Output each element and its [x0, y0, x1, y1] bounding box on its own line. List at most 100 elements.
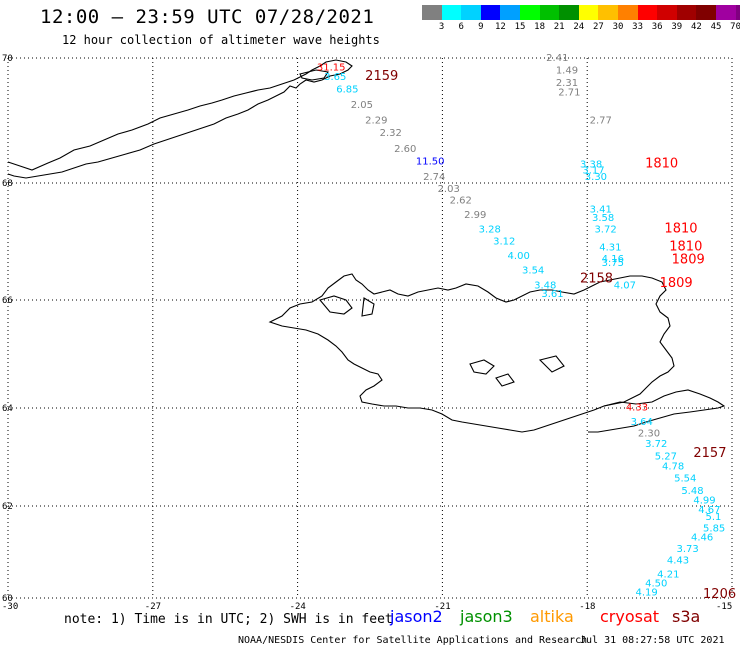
satellite-label-s3a: s3a	[672, 607, 701, 626]
scale-label: 42	[690, 22, 702, 32]
wave-height-value: 3.54	[522, 266, 544, 277]
wave-height-value: 6.85	[336, 84, 358, 95]
lon-tick-label: -24	[290, 602, 306, 612]
wave-height-value: 4.00	[508, 251, 530, 262]
wave-height-value: 5.54	[674, 474, 696, 485]
pass-time-label: 2157	[693, 446, 726, 461]
wave-height-value: 3.28	[479, 225, 501, 236]
wave-height-value: 3.73	[676, 544, 698, 555]
scale-label: 70	[730, 22, 740, 32]
pass-time-label: 2159	[365, 69, 398, 84]
wave-height-value: 3.58	[592, 213, 614, 224]
wave-height-color-scale	[422, 5, 740, 20]
observation-values: 31.153.656.852.052.292.322.6011.502.742.…	[317, 53, 725, 599]
scale-label: 30	[612, 22, 624, 32]
scale-swatch	[500, 5, 520, 20]
scale-swatch	[519, 5, 540, 20]
wave-height-value: 2.32	[380, 128, 402, 139]
wave-height-value: 5.27	[655, 451, 677, 462]
wave-height-value: 3.61	[541, 289, 563, 300]
wave-height-value: 5.85	[703, 523, 725, 534]
scale-label: 24	[573, 22, 585, 32]
wave-height-value: 2.77	[590, 116, 612, 127]
footer-note: note: 1) Time is in UTC; 2) SWH is in fe…	[64, 612, 393, 627]
scale-label: 45	[710, 22, 722, 32]
pass-time-label: 1206	[703, 587, 736, 602]
wave-height-value: 3.30	[585, 172, 607, 183]
scale-label: 6	[458, 22, 464, 32]
wave-height-value: 2.71	[558, 88, 580, 99]
wave-height-value: 3.72	[594, 225, 616, 236]
iceland-lake-1	[538, 355, 565, 373]
scale-swatch	[559, 5, 579, 20]
wave-height-value: 4.50	[645, 579, 667, 590]
iceland-lake-2	[495, 373, 515, 387]
scale-label: 9	[478, 22, 484, 32]
scale-swatch	[617, 5, 638, 20]
lon-tick-label: -30	[2, 602, 18, 612]
wave-height-value: 2.29	[365, 116, 387, 127]
wave-height-value: 2.05	[351, 100, 373, 111]
scale-swatch	[461, 5, 481, 20]
lon-tick-label: -15	[716, 602, 732, 612]
lat-tick-label: 60	[2, 594, 13, 604]
pass-time-label: 2158	[580, 271, 613, 286]
wave-height-value: 2.31	[556, 78, 578, 89]
satellite-label-jason3: jason3	[460, 607, 513, 626]
axis-tick-labels: 70 68 66 64 62 60-30 -27 -24 -21 -18 -15	[2, 54, 732, 612]
pass-time-label: 1810	[645, 156, 678, 171]
satellite-label-altika: altika	[530, 607, 574, 626]
timestamp-text: Jul 31 08:27:58 UTC 2021	[580, 635, 725, 646]
lon-tick-label: -21	[434, 602, 450, 612]
credit-text: NOAA/NESDIS Center for Satellite Applica…	[238, 635, 588, 646]
lat-tick-label: 62	[2, 502, 13, 512]
scale-label: 33	[632, 22, 644, 32]
lat-tick-label: 68	[2, 179, 13, 189]
pass-time-label: 1809	[660, 276, 693, 291]
pass-time-label: 1810	[664, 222, 697, 237]
pass-time-label: 1809	[672, 253, 705, 268]
wave-height-value: 2.74	[423, 172, 445, 183]
wave-height-value: 3.65	[324, 72, 346, 83]
wave-height-value: 5.1	[705, 512, 721, 523]
wave-height-value: 2.30	[638, 428, 660, 439]
wave-height-value: 3.48	[534, 280, 556, 291]
scale-label: 3	[438, 22, 445, 32]
scale-swatch	[422, 5, 442, 20]
scale-label: 15	[514, 22, 526, 32]
lon-tick-label: -27	[145, 602, 161, 612]
wave-height-value: 3.75	[602, 258, 624, 269]
lat-tick-label: 66	[2, 296, 13, 306]
wave-height-value: 3.64	[631, 417, 653, 428]
iceland-coast	[268, 273, 675, 433]
satellite-label-jason2: jason2	[390, 607, 443, 626]
wave-height-value: 2.62	[450, 195, 472, 206]
scale-swatch	[598, 5, 618, 20]
wave-height-value: 4.67	[698, 505, 720, 516]
scale-swatch	[539, 5, 560, 20]
wave-height-value: 4.21	[657, 569, 679, 580]
iceland-coast-southeast	[588, 389, 726, 433]
map-title: 12:00 – 23:59 UTC 07/28/2021	[40, 6, 375, 28]
wave-height-value: 2.03	[438, 184, 460, 195]
scale-swatch	[676, 5, 697, 20]
scale-swatch	[637, 5, 658, 20]
wave-height-value: 4.31	[599, 242, 621, 253]
scale-label: 39	[671, 22, 683, 32]
wave-height-value: 4.33	[626, 402, 648, 413]
scale-label: 18	[534, 22, 546, 32]
iceland-fjord-1	[319, 295, 353, 315]
wave-height-value: 2.41	[546, 53, 568, 64]
scale-swatch	[696, 5, 716, 20]
scale-swatch	[735, 5, 740, 20]
coastline	[7, 59, 726, 433]
wave-height-value: 2.99	[464, 210, 486, 221]
greenland-coast	[7, 59, 353, 179]
satellite-label-cryosat: cryosat	[600, 607, 660, 626]
wave-height-value: 3.12	[493, 236, 515, 247]
wave-height-value: 5.48	[681, 486, 703, 497]
scale-swatch	[578, 5, 599, 20]
wave-height-value: 4.78	[662, 461, 684, 472]
